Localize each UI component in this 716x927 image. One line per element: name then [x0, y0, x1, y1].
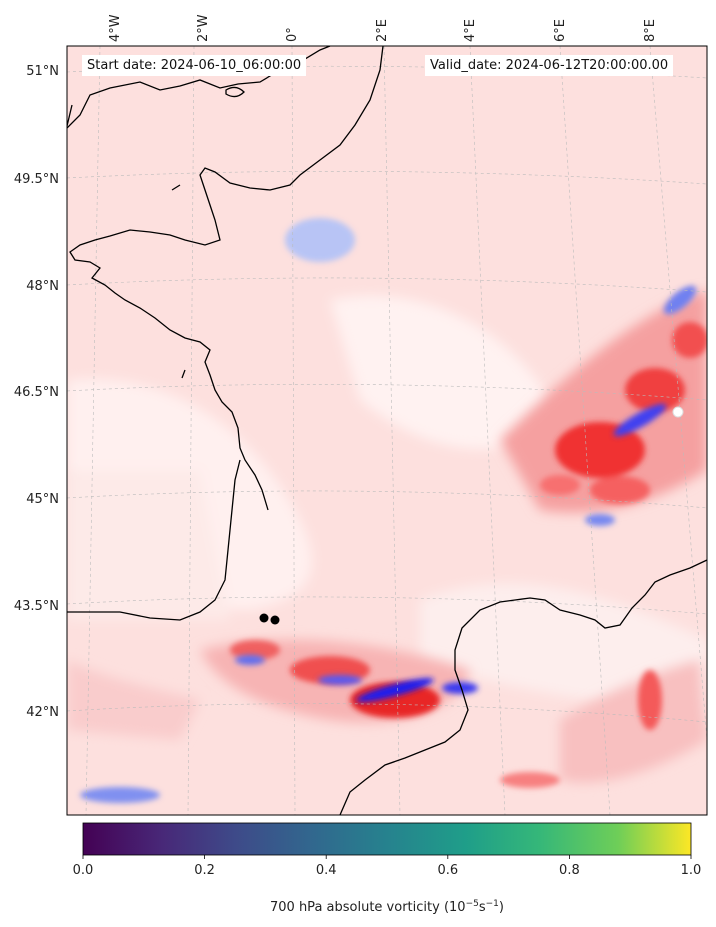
colorbar-title-exp1: −5 — [466, 899, 479, 909]
lat-label: 51°N — [26, 64, 59, 79]
lon-label: 2°W — [196, 14, 211, 42]
colorbar-tick-label: 1.0 — [681, 863, 702, 878]
colorbar-tick-label: 0.2 — [194, 863, 215, 878]
colorbar-ticks — [82, 855, 692, 859]
colorbar-tick-label: 0.0 — [73, 863, 94, 878]
lon-label: 0° — [285, 27, 300, 42]
colorbar-title: 700 hPa absolute vorticity (10−5s−1) — [270, 899, 504, 915]
colorbar-tick-label: 0.4 — [316, 863, 337, 878]
lat-label: 48°N — [26, 279, 59, 294]
lon-label: 6°E — [553, 19, 568, 42]
lon-label: 4°W — [108, 14, 123, 42]
lon-label: 2°E — [375, 19, 390, 42]
lat-label: 42°N — [26, 705, 59, 720]
valid-date-label: Valid_date: 2024-06-12T20:00:00.00 — [425, 55, 674, 76]
lon-label: 4°E — [463, 19, 478, 42]
colorbar-title-end: ) — [499, 900, 504, 915]
lat-label: 43.5°N — [14, 599, 59, 614]
vorticity-negative-zones — [80, 218, 697, 803]
lon-label: 8°E — [643, 19, 658, 42]
colorbar-tick-label: 0.8 — [559, 863, 580, 878]
lat-label: 49.5°N — [14, 172, 59, 187]
longitude-labels: 4°W 2°W 0° 2°E 4°E 6°E 8°E — [108, 14, 658, 42]
coastline-france — [69, 46, 384, 511]
lat-label: 46.5°N — [14, 385, 59, 400]
latitude-labels: 51°N 49.5°N 48°N 46.5°N 45°N 43.5°N 42°N — [14, 64, 59, 720]
lat-label: 45°N — [26, 492, 59, 507]
colorbar-title-mid: s — [479, 900, 486, 915]
colorbar-title-exp2: −1 — [486, 899, 499, 909]
station-marker — [270, 615, 280, 625]
station-marker — [672, 406, 684, 418]
start-date-label: Start date: 2024-06-10_06:00:00 — [82, 55, 307, 76]
colorbar-tick-label: 0.6 — [437, 863, 458, 878]
colorbar: 0.0 0.2 0.4 0.6 0.8 1.0 700 hPa absolute… — [73, 822, 702, 915]
coastline-mediterranean — [339, 559, 707, 815]
map-frame — [66, 45, 708, 816]
station-marker — [259, 613, 269, 623]
colorbar-gradient — [82, 822, 692, 856]
map-panel — [67, 46, 707, 815]
colorbar-title-main: 700 hPa absolute vorticity (10 — [270, 900, 466, 915]
